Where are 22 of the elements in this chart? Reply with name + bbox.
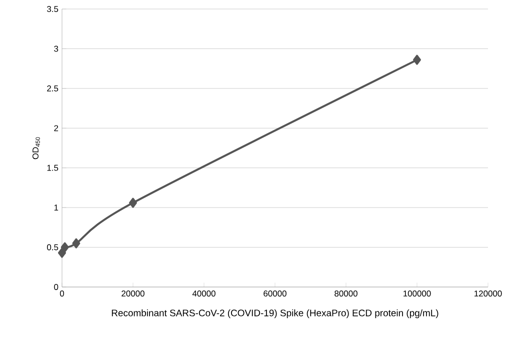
x-tick-label: 20000	[122, 290, 144, 297]
point	[60, 242, 69, 252]
x-tick-label: 80000	[334, 290, 358, 297]
x-tick-label: 0	[60, 290, 64, 297]
y-tick-label: 2	[54, 125, 58, 132]
y-tick-label: 3.5	[47, 6, 58, 12]
y-axis-title: OD$_{450}$	[32, 137, 40, 160]
point	[129, 198, 137, 208]
x-tick-label: 40000	[192, 290, 216, 297]
x-tick-label: 120000	[474, 290, 502, 297]
point	[413, 54, 421, 65]
x-axis-title: Recombinant SARS-CoV-2 (COVID-19) Spike (HexaPro) ECD protein (pg/mL)	[112, 309, 438, 318]
y-tick-label: 1.5	[47, 164, 58, 171]
y-tick-label: 3	[54, 46, 58, 52]
point	[58, 248, 66, 258]
y-tick-label: 0.5	[47, 244, 58, 250]
y-tick-label: 1	[54, 204, 58, 210]
x-tick-label: 60000	[264, 290, 286, 297]
y-tick-label: 2.5	[47, 85, 58, 92]
y-tick-label: 0	[54, 284, 58, 290]
point	[72, 238, 80, 248]
x-tick-label: 100000	[404, 290, 431, 297]
